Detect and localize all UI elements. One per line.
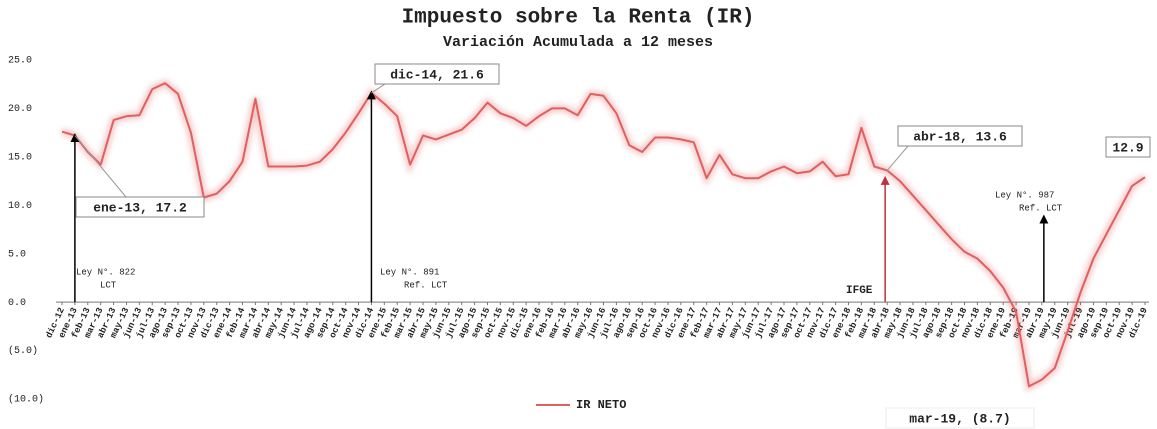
y-tick-label: 10.0 — [8, 201, 32, 212]
event-label: IFGE — [846, 285, 873, 297]
y-tick-label: 25.0 — [8, 56, 32, 67]
y-tick-label: 5.0 — [8, 249, 26, 260]
callout-label: ene-13, 17.2 — [93, 200, 187, 215]
callout-label: mar-19, (8.7) — [909, 411, 1010, 426]
event-label: Ley N°. 822 — [76, 267, 135, 277]
event-label: Ref. LCT — [1019, 203, 1063, 213]
callout-box — [374, 63, 500, 85]
chart-subtitle: Variación Acumulada a 12 meses — [443, 34, 713, 51]
legend-label: IR NETO — [576, 398, 626, 412]
y-tick-label: (10.0) — [8, 394, 44, 406]
callout-leader — [886, 145, 909, 171]
event-label: Ref. LCT — [404, 280, 448, 290]
callout-leader — [371, 83, 386, 94]
y-tick-label: 20.0 — [8, 104, 32, 115]
event-label: Ley N°. 987 — [995, 190, 1054, 200]
event-label: LCT — [100, 280, 117, 290]
y-tick-label: 0.0 — [8, 298, 26, 309]
chart-title: Impuesto sobre la Renta (IR) — [402, 7, 755, 30]
y-tick-label: (5.0) — [8, 345, 38, 357]
callout-label: dic-14, 21.6 — [390, 67, 484, 82]
callout-label: 12.9 — [1112, 140, 1143, 155]
callout-box — [885, 407, 1035, 429]
callout-box — [1105, 136, 1151, 158]
event-label: Ley N°. 891 — [380, 267, 439, 277]
y-tick-label: 15.0 — [8, 152, 32, 163]
data-line — [61, 82, 1146, 388]
callout-box — [75, 196, 205, 218]
callout-label: abr-18, 13.6 — [913, 129, 1007, 144]
callout-box — [897, 125, 1023, 147]
callout-leader — [74, 135, 127, 198]
